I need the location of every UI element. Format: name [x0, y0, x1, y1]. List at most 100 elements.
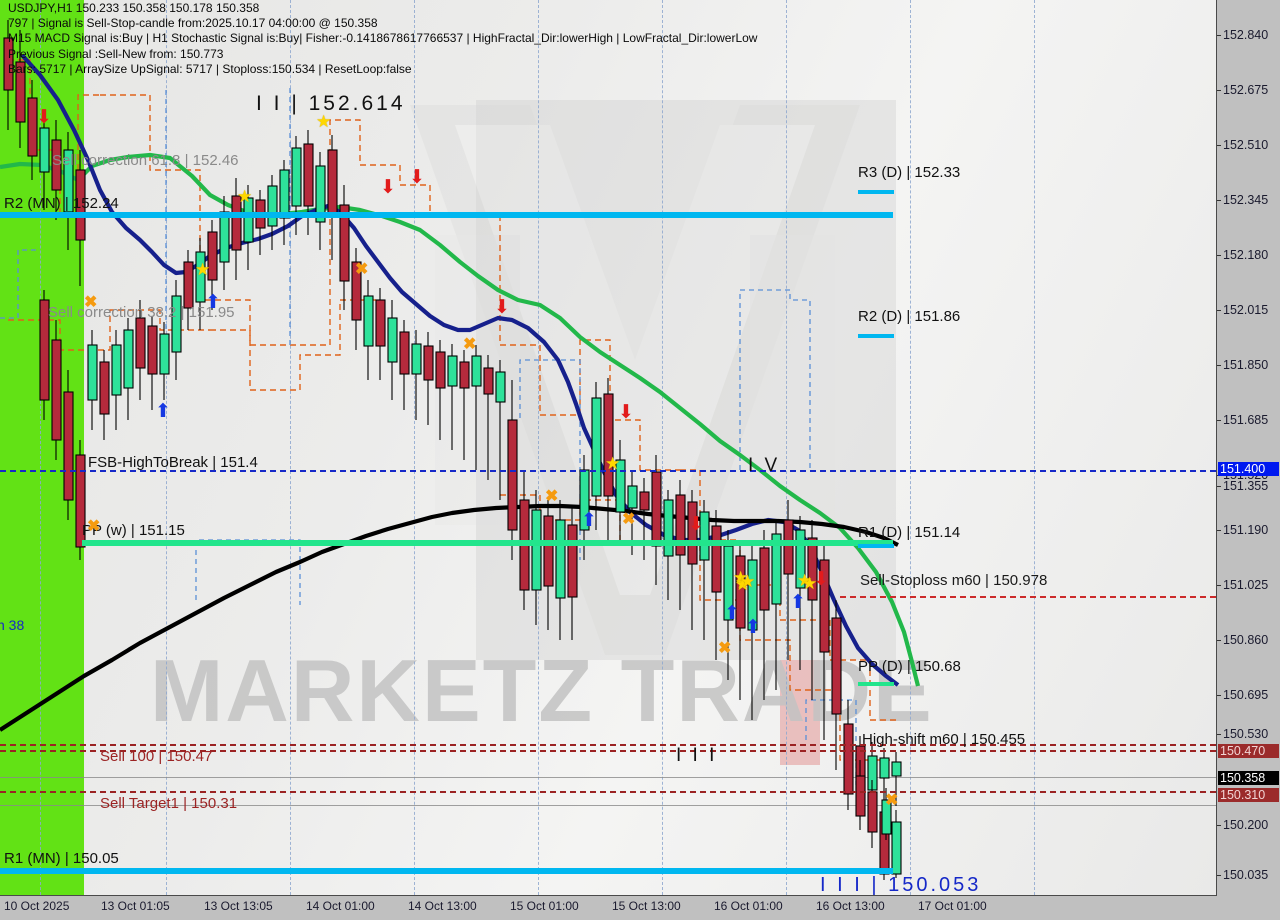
- vgrid: [290, 0, 292, 895]
- sell-arrow-icon: ⬇: [409, 167, 425, 188]
- x-axis-tick: 14 Oct 13:00: [408, 899, 477, 913]
- star-signal-icon: ★: [740, 572, 756, 591]
- x-axis-tick: 16 Oct 13:00: [816, 899, 885, 913]
- cross-signal-icon: ✖: [718, 640, 732, 657]
- y-axis-badge-sell100: 150.470: [1218, 744, 1279, 758]
- y-axis-tick: 152.675: [1217, 83, 1268, 97]
- vgrid: [786, 0, 788, 895]
- level-line-sell-stoploss-m60: [840, 596, 1216, 598]
- level-label-r3-d: R3 (D) | 152.33: [858, 164, 961, 181]
- cross-signal-icon: ✖: [84, 294, 98, 311]
- y-axis-tick: 152.180: [1217, 248, 1268, 262]
- chart-header-info: USDJPY,H1 150.233 150.358 150.178 150.35…: [8, 1, 757, 77]
- y-axis-tick: 151.025: [1217, 578, 1268, 592]
- vgrid: [1034, 0, 1036, 895]
- x-axis-tick: 17 Oct 01:00: [918, 899, 987, 913]
- sell-arrow-icon: ⬇: [36, 107, 52, 128]
- level-line-high-shift-m60: [0, 750, 1216, 752]
- x-axis-tick: 15 Oct 13:00: [612, 899, 681, 913]
- y-axis-tick: 151.355: [1217, 479, 1268, 493]
- level-label-sell-100: Sell 100 | 150.47: [100, 748, 213, 765]
- hgrid: [0, 805, 1216, 806]
- y-axis-tick: 150.035: [1217, 868, 1268, 882]
- level-label-pp-d: PP (D) | 150.68: [858, 658, 961, 675]
- level-line-r1-mn: [0, 868, 893, 874]
- sell-arrow-icon: ⬇: [813, 569, 829, 590]
- level-line-r1-d: [858, 544, 894, 548]
- plot-right-border: [1216, 0, 1217, 896]
- level-line-r3-d: [858, 190, 894, 194]
- level-label-r2-mn: R2 (MN) | 152.24: [4, 195, 119, 212]
- buy-arrow-icon: ⬆: [745, 617, 761, 638]
- y-axis-badge-target1: 150.310: [1218, 788, 1279, 802]
- wave-marker-iii-bottom: I I I | 150.053: [820, 874, 982, 896]
- y-axis-badge-fsb: 151.400: [1218, 462, 1279, 476]
- x-axis-tick: 16 Oct 01:00: [714, 899, 783, 913]
- star-signal-icon: ★: [735, 573, 751, 592]
- star-signal-icon: ★: [195, 260, 211, 279]
- candlestick-series: [3, 20, 902, 880]
- sell-arrow-icon: ⬇: [688, 514, 704, 535]
- wave-marker-ii: I I | 152.614: [256, 92, 406, 115]
- y-axis-badge-last-price: 150.358: [1218, 771, 1279, 785]
- vgrid: [166, 0, 168, 895]
- star-signal-icon: ★: [735, 575, 751, 594]
- level-label-r1-d: R1 (D) | 151.14: [858, 524, 961, 541]
- hgrid: [0, 777, 1216, 778]
- level-label-sell-correction-618: Sell correction 61.8 | 152.46: [52, 152, 239, 169]
- broker-watermark-logo: [410, 105, 860, 655]
- level-line-sell-target1: [0, 791, 1216, 793]
- vgrid: [40, 0, 42, 895]
- x-axis-tick: 13 Oct 13:05: [204, 899, 273, 913]
- star-signal-icon: ★: [797, 571, 813, 590]
- level-label-r2-d: R2 (D) | 151.86: [858, 308, 961, 325]
- price-series-canvas: [0, 20, 921, 880]
- header-line-symbol: USDJPY,H1 150.233 150.358 150.178 150.35…: [8, 1, 260, 15]
- y-axis-tick: 150.530: [1217, 727, 1268, 741]
- star-signal-icon: ★: [605, 454, 621, 473]
- cross-signal-icon: ✖: [355, 261, 369, 278]
- buy-arrow-icon: ⬆: [205, 292, 221, 313]
- level-label-r1-mn: R1 (MN) | 150.05: [4, 850, 119, 867]
- header-line-indicators: M15 MACD Signal is:Buy | H1 Stochastic S…: [8, 31, 758, 46]
- buy-arrow-icon: ⬆: [581, 510, 597, 531]
- x-axis-tick: 15 Oct 01:00: [510, 899, 579, 913]
- x-axis-tick: 13 Oct 01:05: [101, 899, 170, 913]
- header-line-previous-signal: Previous Signal :Sell-New from: 150.773: [8, 46, 224, 61]
- y-axis-tick: 152.015: [1217, 303, 1268, 317]
- y-axis-tick: 150.200: [1217, 818, 1268, 832]
- level-label-sell-stoploss-m60: Sell-Stoploss m60 | 150.978: [860, 572, 1048, 589]
- star-signal-icon: ★: [802, 574, 818, 593]
- ma-green-line: [0, 152, 921, 687]
- level-line-fsb-hightobreak: [0, 470, 1216, 472]
- level-line-r2-d: [858, 334, 894, 338]
- y-axis-tick: 151.850: [1217, 358, 1268, 372]
- sell-arrow-icon: ⬇: [618, 402, 634, 423]
- cross-signal-icon: ✖: [885, 792, 899, 809]
- cross-signal-icon: ✖: [622, 511, 636, 528]
- level-label-sell-correction-382: Sell correction 38.2 | 151.95: [48, 304, 235, 321]
- vgrid: [538, 0, 540, 895]
- level-line-sell-100: [0, 744, 1216, 746]
- price-axis[interactable]: 152.840 152.675 152.510 152.345 152.180 …: [1217, 0, 1280, 895]
- level-label-sell-target1: Sell Target1 | 150.31: [100, 795, 238, 812]
- y-axis-tick: 150.695: [1217, 688, 1268, 702]
- cross-signal-icon: ✖: [545, 488, 559, 505]
- vgrid: [910, 0, 912, 895]
- y-axis-tick: 152.345: [1217, 193, 1268, 207]
- sell-arrow-icon: ⬇: [380, 177, 396, 198]
- y-axis-tick: 151.190: [1217, 523, 1268, 537]
- level-line-pp-d: [858, 682, 894, 686]
- star-signal-icon: ★: [237, 187, 253, 206]
- buy-arrow-icon: ⬆: [790, 592, 806, 613]
- cross-signal-icon: ✖: [463, 336, 477, 353]
- sell-arrow-icon: ⬇: [494, 297, 510, 318]
- cross-signal-icon: ✖: [87, 518, 101, 535]
- header-line-signal: 797 | Signal is Sell-Stop-candle from:20…: [8, 16, 378, 31]
- watermark-text: MARKETZ TRADE: [150, 641, 934, 740]
- fractal-box-group: [0, 88, 857, 785]
- y-axis-tick: 150.860: [1217, 633, 1268, 647]
- level-line-pp-w: [82, 540, 893, 546]
- time-axis[interactable]: 10 Oct 2025 13 Oct 01:05 13 Oct 13:05 14…: [0, 896, 1280, 920]
- chart-plot-area[interactable]: MARKETZ TRADE: [0, 0, 1217, 896]
